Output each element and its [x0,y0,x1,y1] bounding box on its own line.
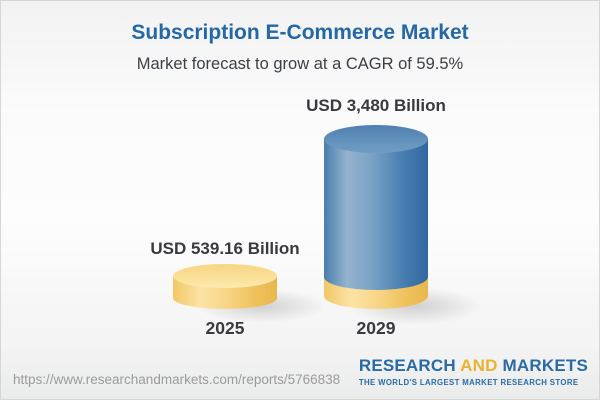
research-and-markets-logo: RESEARCH AND MARKETS THE WORLD'S LARGEST… [358,356,588,387]
logo-word-and: AND [460,356,498,375]
bar-value-label-2029: USD 3,480 Billion [306,96,446,115]
source-url: https://www.researchandmarkets.com/repor… [13,372,341,387]
logo-wordmark: RESEARCH AND MARKETS [358,356,588,376]
logo-tagline: THE WORLD'S LARGEST MARKET RESEARCH STOR… [358,377,579,387]
logo-word-research: RESEARCH [358,356,456,375]
bar-2025-cylinder [173,264,277,309]
bar-2025-cylinder-top [173,264,277,288]
page-subtitle: Market forecast to grow at a CAGR of 59.… [136,55,464,73]
page-title: Subscription E-Commerce Market [131,21,469,44]
bar-value-label-2025: USD 539.16 Billion [150,239,300,258]
bar-2029-cylinder [324,125,428,309]
axis-label-2025: 2025 [205,318,245,338]
bar-2029-cylinder-top [324,125,428,153]
logo-word-markets: MARKETS [502,356,588,375]
axis-label-2029: 2029 [356,318,396,338]
bar-2029-cylinder-body [324,139,428,290]
